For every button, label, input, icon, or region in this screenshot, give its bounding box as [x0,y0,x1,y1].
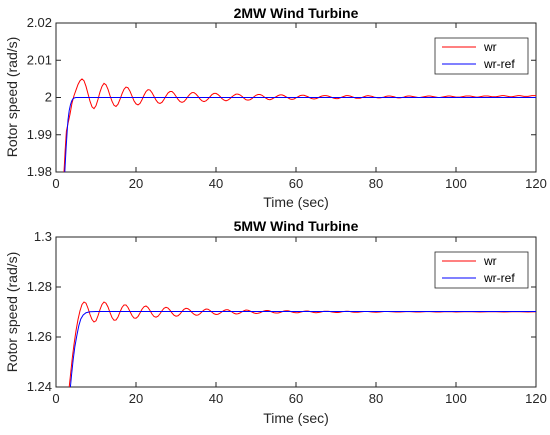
x-tick-label: 60 [289,176,303,191]
chart-title: 5MW Wind Turbine [234,218,359,234]
y-tick-label: 1.98 [27,164,52,179]
x-tick-label: 20 [129,391,143,406]
legend-label-wr-ref: wr-ref [483,271,515,285]
x-tick-label: 40 [209,391,223,406]
legend-label-wr: wr [483,40,497,54]
legend: wr wr-ref [434,37,529,75]
x-tick-label: 120 [525,391,547,406]
x-tick-label: 0 [52,391,59,406]
x-tick-label: 100 [445,391,467,406]
series-line-wr-ref [64,97,536,172]
legend-box [434,251,529,289]
y-tick-label: 1.3 [34,229,52,244]
x-tick-label: 100 [445,176,467,191]
y-tick-label: 1.26 [27,329,52,344]
y-tick-label: 2.02 [27,15,52,30]
legend-box [434,37,529,75]
chart-title: 2MW Wind Turbine [234,5,359,21]
y-tick-label: 1.24 [27,379,52,394]
x-tick-label: 80 [369,176,383,191]
y-axis-label: Rotor speed (rad/s) [4,252,20,373]
x-axis-label: Time (sec) [263,194,329,210]
x-tick-label: 80 [369,391,383,406]
x-tick-label: 40 [209,176,223,191]
x-tick-label: 120 [525,176,547,191]
y-tick-label: 1.28 [27,279,52,294]
x-axis-label: Time (sec) [263,410,329,426]
series-line-wr-ref [69,311,536,387]
x-tick-label: 60 [289,391,303,406]
x-tick-label: 20 [129,176,143,191]
y-tick-label: 1.99 [27,127,52,142]
panel-5mw: 5MW Wind Turbine 0 20 40 60 80 100 120 1.24 1.26… [4,218,547,426]
legend-label-wr: wr [483,254,497,268]
y-tick-label: 2.01 [27,52,52,67]
panel-2mw: 2MW Wind Turbine 0 20 40 60 80 100 120 1.98 1.99… [4,5,547,210]
y-axis-label: Rotor speed (rad/s) [4,37,20,158]
legend: wr wr-ref [434,251,529,289]
x-tick-label: 0 [52,176,59,191]
legend-label-wr-ref: wr-ref [483,57,515,71]
y-tick-label: 2 [45,90,52,105]
